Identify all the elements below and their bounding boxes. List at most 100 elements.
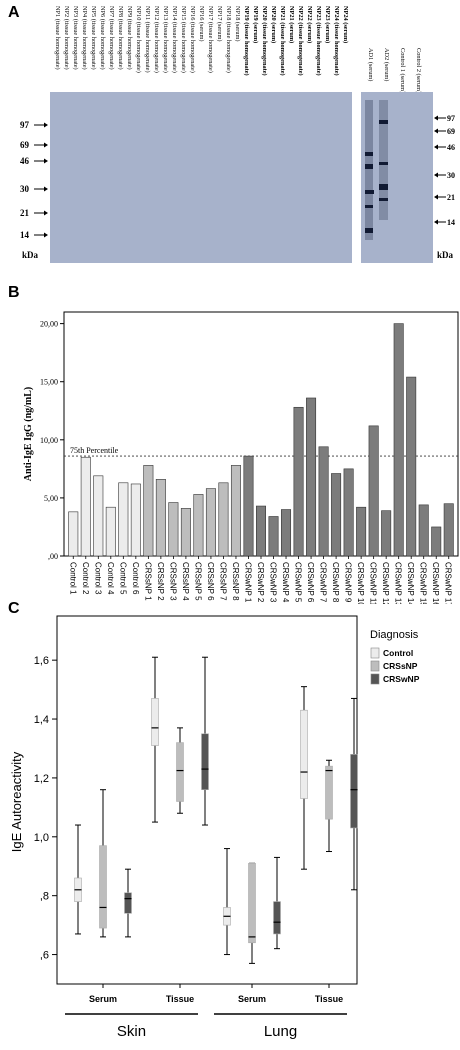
y-tick-label: 1,6 xyxy=(34,655,49,667)
blot-band xyxy=(379,198,388,201)
bar xyxy=(418,504,429,557)
x-tick-label: Control 5 xyxy=(118,562,127,595)
lane-label: NP17 (tissue homogenate) xyxy=(207,6,214,73)
percentile-75-label: 75th Percentile xyxy=(70,446,119,455)
marker-arrowhead xyxy=(44,158,48,164)
box xyxy=(248,862,256,944)
bar xyxy=(343,468,354,557)
lane-label: NP24 (tissue homogenate) xyxy=(333,6,340,76)
lane-label: NP13 (tissue homogenate) xyxy=(162,6,169,73)
legend-title: Diagnosis xyxy=(370,629,419,641)
bar xyxy=(105,506,116,557)
lane-label: NP11 (tissue homogenate) xyxy=(144,6,151,73)
lane-label: NP18 (tissue homogenate) xyxy=(225,6,232,73)
marker-arrowhead xyxy=(44,122,48,128)
panel-label-a: A xyxy=(8,4,20,21)
lane-label: AD1 (serum) xyxy=(367,48,374,81)
marker-arrowhead xyxy=(44,142,48,148)
y-tick-label: 20,00 xyxy=(40,320,58,329)
panel-label-c: C xyxy=(8,600,20,617)
marker-arrowhead xyxy=(44,232,48,238)
kda-label-right: kDa xyxy=(437,250,454,260)
bar xyxy=(118,482,129,557)
bar xyxy=(180,508,191,557)
marker-arrowhead xyxy=(434,144,438,150)
legend-entry: CRSsNP xyxy=(383,661,418,671)
bar xyxy=(68,511,79,557)
bar xyxy=(368,425,379,557)
bar xyxy=(431,526,442,557)
blot-band xyxy=(365,152,373,156)
x-tick-label: Control 2 xyxy=(81,562,90,595)
lane-label: NP19 (serum) xyxy=(252,6,259,43)
bar xyxy=(80,456,91,557)
marker-arrowhead xyxy=(434,115,438,121)
x-tick-label: CRSwNP 7 xyxy=(319,562,328,603)
box xyxy=(124,892,132,914)
bar xyxy=(256,505,266,557)
lane-label: NP22 (tissue homogenate) xyxy=(297,6,304,76)
bar xyxy=(268,516,279,557)
lane-label: NP24 (serum) xyxy=(342,6,349,43)
marker-arrowhead xyxy=(434,219,438,225)
x-tick-label: CRSsNP 7 xyxy=(218,562,227,601)
kda-label-left: kDa xyxy=(22,250,39,260)
lane-label: NP5 (tissue homogenate) xyxy=(90,6,97,70)
bar xyxy=(205,488,216,557)
bar xyxy=(281,509,292,557)
bar xyxy=(130,483,141,557)
x-tick-label: CRSwNP 15 xyxy=(419,562,428,604)
lane-label: NP1 (tissue homogenate) xyxy=(54,6,61,70)
box xyxy=(325,765,333,820)
bar xyxy=(230,465,241,557)
marker-label: 97 xyxy=(20,120,30,130)
legend-swatch xyxy=(370,647,380,659)
box-plot-ige-autoreactivity: IgE Autoreactivity ,6 ,8 1,0 1,2 1,4 1,6 Seru… xyxy=(9,615,420,1040)
y-tick-label: 1,0 xyxy=(34,832,49,844)
blot-smear-ad1 xyxy=(365,100,373,240)
box-plot-frame xyxy=(56,615,358,985)
x-tick-label: CRSwNP 3 xyxy=(269,562,278,603)
box-plot-y-label: IgE Autoreactivity xyxy=(9,751,24,852)
x-tick-label: CRSsNP 8 xyxy=(231,562,240,601)
lane-label: NP9 (tissue homogenate) xyxy=(126,6,133,70)
y-tick-label: 15,00 xyxy=(40,378,58,387)
x-tick-label: CRSwNP 4 xyxy=(281,562,290,603)
box xyxy=(350,754,358,829)
y-tick-label: ,8 xyxy=(40,891,49,903)
x-tick-label: Tissue xyxy=(315,994,343,1004)
blot-smear-ad2 xyxy=(379,100,388,220)
lane-label: NP4 (tissue homogenate) xyxy=(81,6,88,70)
lane-label: NP17 (serum) xyxy=(216,6,223,42)
bar xyxy=(293,406,304,557)
y-tick-label: 5,00 xyxy=(44,494,58,503)
lane-label: NP23 (tissue homogenate) xyxy=(315,6,322,76)
x-tick-label: CRSwNP 9 xyxy=(344,562,353,603)
blot-membrane-right xyxy=(361,92,433,263)
marker-label: 30 xyxy=(447,171,455,180)
legend-swatch xyxy=(370,660,380,672)
blot-band xyxy=(365,190,374,194)
marker-label: 69 xyxy=(447,127,455,136)
bar xyxy=(331,473,342,557)
bar xyxy=(143,465,154,557)
x-tick-label: CRSsNP 6 xyxy=(206,562,215,601)
x-tick-label: CRSwNP 16 xyxy=(431,562,440,604)
lane-label: NP16 (serum) xyxy=(198,6,205,42)
legend-entry: Control xyxy=(383,648,413,658)
legend-swatch xyxy=(370,673,380,685)
bar xyxy=(393,323,404,557)
x-tick-label: CRSsNP 3 xyxy=(168,562,177,601)
blot-membrane-left xyxy=(50,92,352,263)
bar xyxy=(306,397,317,557)
bar xyxy=(443,503,454,557)
box xyxy=(99,845,107,929)
x-tick-label: CRSwNP 1 xyxy=(243,562,252,603)
bar xyxy=(168,502,179,557)
lane-label: NP8 (tissue homogenate) xyxy=(117,6,124,70)
marker-label: 46 xyxy=(20,156,30,166)
marker-label: 21 xyxy=(447,193,455,202)
bar xyxy=(155,479,166,557)
y-tick-label: 1,4 xyxy=(34,714,49,726)
x-tick-label: Tissue xyxy=(166,994,194,1004)
